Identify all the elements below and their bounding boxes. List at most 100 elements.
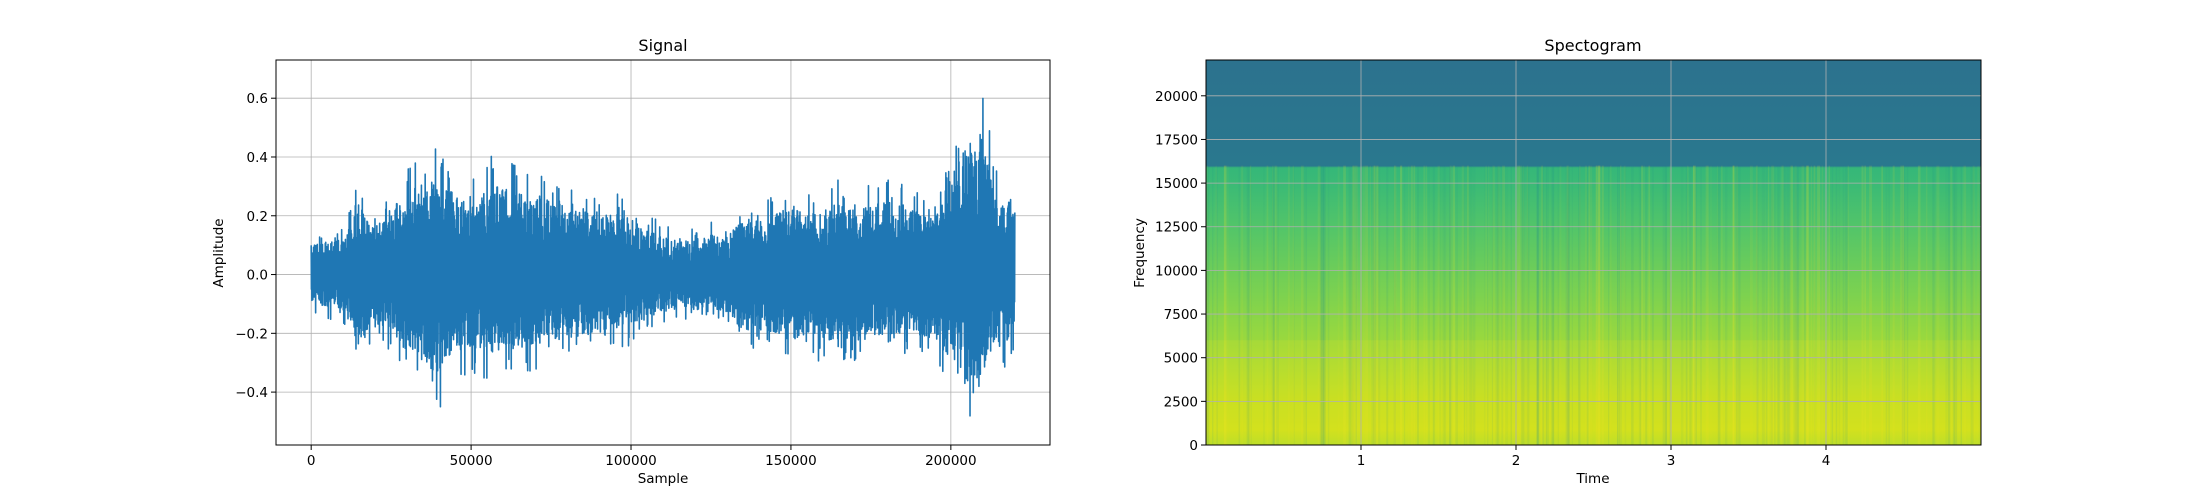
spectrogram-streak: [1305, 165, 1307, 445]
spectrogram-xticks: 1 2 3 4: [1357, 445, 1831, 469]
spectrogram-streak: [1376, 165, 1379, 445]
spectrogram-streak: [1471, 165, 1473, 445]
spectrogram-streak: [1293, 165, 1295, 445]
spectrogram-streak: [1522, 165, 1524, 445]
signal-ytick-label: 0.2: [247, 209, 268, 225]
spectrogram-streak: [1955, 165, 1958, 445]
spectrogram-streak: [1502, 165, 1505, 445]
spectrogram-streak: [1651, 165, 1654, 445]
spectrogram-streak: [1821, 165, 1824, 445]
spectrogram-streak: [1469, 165, 1472, 445]
spectrogram-streak: [1352, 165, 1355, 445]
spectrogram-xlabel: Time: [1575, 471, 1609, 487]
spectrogram-ytick-label: 2500: [1164, 394, 1198, 410]
signal-ylabel: Amplitude: [211, 218, 227, 287]
spectrogram-streak: [1523, 165, 1526, 445]
spectrogram-streak: [1545, 165, 1547, 445]
spectrogram-streak: [1272, 165, 1275, 445]
spectrogram-streak: [1497, 165, 1500, 445]
spectrogram-streak: [1510, 165, 1512, 445]
spectrogram-streak: [1276, 165, 1279, 445]
spectrogram-streak: [1365, 165, 1368, 445]
signal-yticks: −0.4 −0.2 0.0 0.2 0.4 0.6: [235, 91, 276, 401]
spectrogram-streak: [1537, 165, 1540, 445]
spectrogram-streak: [1932, 165, 1936, 445]
spectrogram-streak: [1557, 165, 1559, 445]
spectrogram-streak: [1864, 165, 1866, 445]
spectrogram-streak: [1521, 165, 1523, 445]
spectrogram-streak: [1645, 165, 1648, 445]
spectrogram-streak: [1354, 165, 1358, 445]
spectrogram-streak: [1442, 165, 1445, 445]
spectrogram-streak: [1977, 165, 1980, 445]
spectrogram-streak: [1901, 165, 1905, 445]
spectrogram-streak: [1900, 165, 1904, 445]
spectrogram-streak: [1484, 165, 1486, 445]
spectrogram-xtick-label: 4: [1822, 453, 1831, 469]
signal-ytick-label: −0.2: [235, 326, 268, 342]
spectrogram-streak: [1536, 165, 1539, 445]
spectrogram-streak: [1736, 165, 1739, 445]
spectrogram-streak: [1892, 165, 1895, 445]
spectrogram-streak: [1567, 165, 1570, 445]
spectrogram-streak: [1643, 165, 1645, 445]
spectrogram-streak: [1716, 165, 1719, 445]
spectrogram-streak: [1578, 165, 1580, 445]
signal-xtick-label: 150000: [765, 453, 817, 469]
spectrogram-streak: [1648, 165, 1651, 445]
spectrogram-streak: [1813, 165, 1816, 445]
spectrogram-streak: [1609, 165, 1612, 445]
spectrogram-streak: [1638, 165, 1641, 445]
spectrogram-streak: [1705, 165, 1708, 445]
spectrogram-streak: [1789, 165, 1791, 445]
spectrogram-streak: [1355, 165, 1358, 445]
spectrogram-streak: [1768, 165, 1770, 445]
signal-xtick-label: 50000: [450, 453, 493, 469]
spectrogram-streak: [1432, 165, 1435, 445]
spectrogram-streak: [1492, 165, 1494, 445]
signal-xlabel: Sample: [638, 471, 689, 487]
spectrogram-streak: [1408, 165, 1410, 445]
spectrogram-ytick-label: 12500: [1155, 220, 1198, 236]
signal-chart: Signal 0 50000 100000 150000 200000 −0.4 −0.2…: [211, 36, 1051, 487]
spectrogram-streak: [1393, 165, 1396, 445]
spectrogram-ylabel: Frequency: [1132, 218, 1148, 288]
spectrogram-streak: [1266, 165, 1269, 445]
spectrogram-streak: [1497, 165, 1500, 445]
spectrogram-streak: [1526, 165, 1530, 445]
spectrogram-streak: [1814, 165, 1816, 445]
spectrogram-streak: [1952, 165, 1956, 445]
spectrogram-streak: [1224, 165, 1227, 445]
signal-ytick-label: 0.6: [247, 91, 268, 107]
spectrogram-streak: [1756, 165, 1759, 445]
spectrogram-streak: [1830, 165, 1832, 445]
spectrogram-streak: [1847, 165, 1849, 445]
spectrogram-streak: [1207, 165, 1209, 445]
spectrogram-streak: [1320, 165, 1324, 445]
spectrogram-streak: [1736, 165, 1738, 445]
spectrogram-streak: [1700, 165, 1702, 445]
signal-xtick-label: 200000: [925, 453, 977, 469]
spectrogram-streak: [1717, 165, 1721, 445]
spectrogram-streak: [1227, 165, 1229, 445]
spectrogram-streak: [1425, 165, 1427, 445]
spectrogram-streak: [1393, 165, 1397, 445]
spectrogram-streak: [1948, 165, 1951, 445]
spectrogram-ytick-label: 5000: [1164, 351, 1198, 367]
spectrogram-streak: [1945, 165, 1948, 445]
spectrogram-streak: [1777, 165, 1780, 445]
spectrogram-streak: [1323, 165, 1326, 445]
spectrogram-ytick-label: 17500: [1155, 132, 1198, 148]
spectrogram-streak: [1595, 165, 1597, 445]
spectrogram-streak: [1806, 165, 1809, 445]
spectrogram-streak: [1953, 165, 1955, 445]
spectrogram-lowband: [1206, 340, 1981, 445]
spectrogram-streak: [1668, 165, 1672, 445]
spectrogram-streak: [1373, 165, 1376, 445]
spectrogram-streak: [1861, 165, 1864, 445]
spectrogram-streak: [1423, 165, 1426, 445]
spectrogram-streak: [1624, 165, 1627, 445]
spectrogram-streak: [1639, 165, 1642, 445]
spectrogram-streak: [1735, 165, 1738, 445]
spectrogram-streak: [1567, 165, 1570, 445]
